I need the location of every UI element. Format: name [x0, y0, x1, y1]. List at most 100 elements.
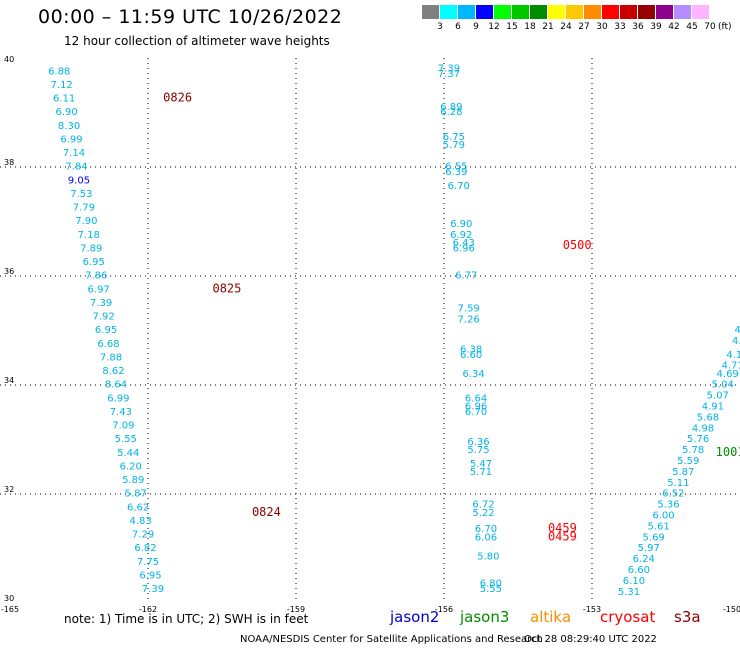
wave-height-value: 5.97	[638, 543, 660, 554]
legend-swatch	[656, 5, 674, 19]
wave-height-value: 4.2	[732, 336, 740, 347]
wave-height-value: 5.87	[672, 467, 694, 478]
wave-height-value: 6.20	[120, 461, 142, 472]
wave-height-value: 6.60	[460, 350, 482, 361]
legend-label: 42	[668, 22, 680, 32]
wave-height-value: 6.68	[97, 339, 119, 350]
wave-height-value: 6.70	[475, 524, 497, 535]
pass-time-label: 0459	[548, 521, 577, 535]
wave-height-value: 6.95	[83, 257, 105, 268]
wave-height-value: 5.55	[115, 434, 137, 445]
wave-height-value: 6.90	[55, 107, 77, 118]
legend-label: 27	[578, 22, 590, 32]
legend-swatch	[566, 5, 584, 19]
legend-label: 3	[437, 22, 443, 32]
wave-height-value: 6.96	[453, 243, 475, 254]
wave-height-value: 5.68	[697, 412, 719, 423]
wave-height-value: 5.55	[480, 584, 502, 595]
wave-height-value: 7.39	[438, 64, 460, 75]
generated-timestamp: Oct 28 08:29:40 UTC 2022	[524, 634, 657, 645]
wave-height-value: 6.80	[480, 579, 502, 590]
wave-height-value: 7.09	[112, 421, 134, 432]
wave-height-value: 6.43	[453, 238, 475, 249]
wave-height-value: 5.59	[677, 456, 699, 467]
wave-height-value: 6.97	[88, 284, 110, 295]
wave-height-value: 5.11	[667, 478, 689, 489]
wave-height-value: 5.79	[443, 140, 465, 151]
wave-height-value: 6.70	[448, 181, 470, 192]
wave-height-value: 5.47	[470, 459, 492, 470]
wave-height-value: 6.38	[460, 344, 482, 355]
wave-height-value: 6.36	[467, 437, 489, 448]
wave-height-value: 7.43	[110, 407, 132, 418]
wave-height-value: 6.75	[443, 132, 465, 143]
wave-height-value: 6.99	[60, 134, 82, 145]
wave-height-value: 5.75	[467, 445, 489, 456]
pass-time-label: 0826	[163, 91, 192, 105]
wave-height-value: 7.89	[80, 243, 102, 254]
y-tick-label: 36	[4, 267, 14, 276]
pass-time-label: 0459	[548, 529, 577, 543]
legend-label: 9	[473, 22, 479, 32]
wave-height-value: 6.89	[440, 102, 462, 113]
wave-height-value: 6.60	[628, 565, 650, 576]
wave-height-value: 5.44	[117, 448, 139, 459]
wave-height-value: 8.64	[105, 380, 127, 391]
legend-label: 45	[686, 22, 698, 32]
wave-height-value: 7.79	[73, 203, 95, 214]
wave-height-value: 7.14	[63, 148, 85, 159]
legend-label: 18	[524, 22, 536, 32]
legend-swatch	[476, 5, 494, 19]
legend-label: 21	[542, 22, 554, 32]
wave-height-value: 6.82	[134, 543, 156, 554]
wave-height-value: 4.91	[702, 402, 724, 413]
satellite-s3a: s3a	[674, 608, 701, 626]
legend-label: 24	[560, 22, 572, 32]
wave-height-value: 5.87	[125, 489, 147, 500]
wave-height-value: 5.78	[682, 445, 704, 456]
wave-height-value: 4.17	[726, 350, 740, 361]
wave-height-value: 7.12	[51, 80, 73, 91]
wave-height-value: 6.52	[662, 489, 684, 500]
wave-height-value: 7.53	[70, 189, 92, 200]
wave-height-value: 5.36	[657, 500, 679, 511]
legend-swatch	[584, 5, 602, 19]
wave-height-value: 6.77	[455, 271, 477, 282]
wave-height-value: 7.92	[92, 312, 114, 323]
wave-height-value: 6.39	[445, 167, 467, 178]
legend-swatch	[422, 5, 440, 19]
wave-height-value: 7.75	[137, 557, 159, 568]
credit-line: NOAA/NESDIS Center for Satellite Applica…	[240, 634, 543, 645]
x-tick-label: -150	[723, 605, 740, 614]
legend-label: 12	[488, 22, 500, 32]
legend-swatch	[710, 5, 728, 19]
wave-height-value: 6.70	[465, 407, 487, 418]
wave-height-value: 7.39	[90, 298, 112, 309]
wave-height-value: 6.90	[450, 219, 472, 230]
wave-height-value: 5.89	[122, 475, 144, 486]
y-tick-label: 34	[4, 376, 14, 385]
wave-height-value: 7.84	[65, 162, 87, 173]
wave-height-value: 9.05	[68, 175, 90, 186]
wave-height-value: 5.71	[470, 467, 492, 478]
wave-height-value: 6.64	[465, 393, 487, 404]
legend-swatch	[458, 5, 476, 19]
wave-height-value: 5.69	[643, 532, 665, 543]
wave-height-value: 7.37	[438, 69, 460, 80]
pass-time-label: 0825	[212, 281, 241, 295]
wave-height-value: 4.3	[735, 325, 740, 336]
wave-height-value: 6.10	[623, 576, 645, 587]
legend-swatch	[692, 5, 710, 19]
wave-height-value: 5.76	[687, 434, 709, 445]
legend-label: 15	[506, 22, 518, 32]
satellite-altika: altika	[530, 608, 572, 626]
legend-swatch	[530, 5, 548, 19]
wave-height-value: 5.31	[618, 587, 640, 598]
legend-swatch	[512, 5, 530, 19]
wave-height-value: 7.90	[75, 216, 97, 227]
map-title: 00:00 – 11:59 UTC 10/26/2022	[38, 6, 343, 28]
legend-label: 39	[650, 22, 662, 32]
y-tick-label: 32	[4, 485, 14, 494]
wave-height-value: 7.39	[142, 584, 164, 595]
y-tick-label: 40	[4, 55, 14, 64]
